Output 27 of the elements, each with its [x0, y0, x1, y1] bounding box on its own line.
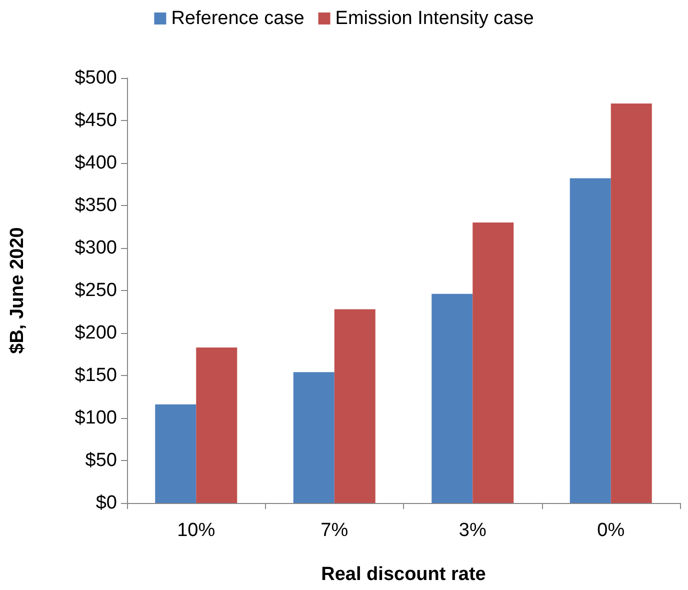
bar — [196, 347, 238, 503]
y-tick-label: $450 — [74, 110, 117, 131]
y-tick-label: $0 — [96, 492, 117, 514]
x-tick-label: 10% — [177, 520, 216, 541]
bar — [570, 178, 611, 503]
bar — [293, 372, 334, 503]
y-tick-label: $250 — [74, 280, 117, 301]
y-tick-label: $200 — [74, 322, 117, 344]
y-tick-label: $100 — [74, 408, 117, 428]
bar — [432, 294, 473, 503]
bar — [472, 222, 514, 503]
legend-label: Reference case — [171, 8, 304, 29]
bar — [334, 309, 376, 503]
y-axis-title: $B, June 2020 — [7, 227, 28, 354]
legend-label: Emission Intensity case — [335, 8, 534, 29]
bar — [155, 404, 196, 503]
x-tick-label: 7% — [320, 520, 348, 541]
y-tick-label: $500 — [74, 68, 117, 88]
x-tick-label: 0% — [597, 520, 625, 541]
x-tick-label: 3% — [458, 520, 486, 541]
y-tick-label: $150 — [74, 365, 117, 386]
y-tick-label: $300 — [74, 238, 117, 258]
bar — [610, 104, 652, 503]
y-tick-label: $350 — [74, 195, 117, 216]
y-tick-label: $400 — [74, 152, 117, 174]
x-axis-title: Real discount rate — [321, 564, 486, 585]
y-tick-label: $50 — [85, 450, 117, 471]
